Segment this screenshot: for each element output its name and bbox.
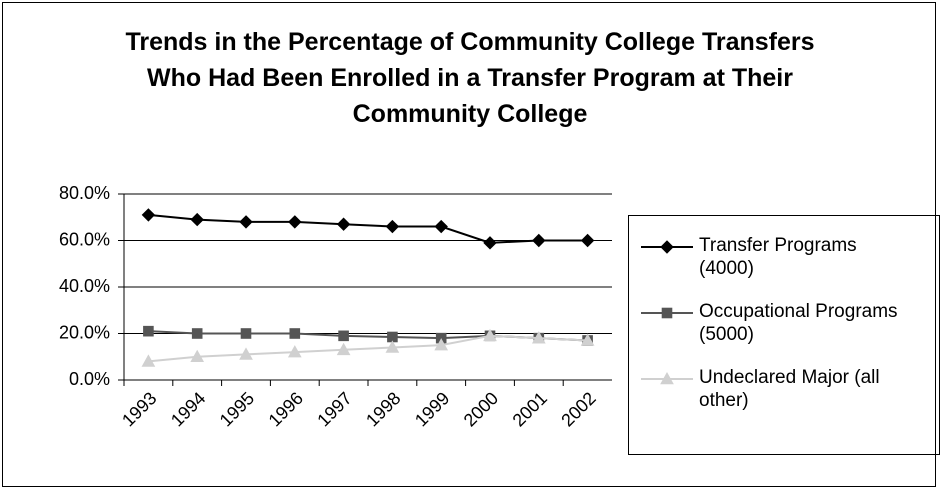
x-tick-label: 1995	[216, 388, 258, 430]
legend-swatch	[641, 307, 693, 319]
marker	[288, 215, 302, 229]
y-tick-label: 60.0%	[59, 229, 110, 249]
x-tick-label: 2002	[557, 388, 599, 430]
y-tick-label: 20.0%	[59, 322, 110, 342]
marker	[287, 345, 302, 358]
y-tick-label: 40.0%	[59, 276, 110, 296]
x-tick-label: 1998	[362, 388, 404, 430]
marker	[660, 371, 674, 385]
x-tick-label: 2000	[460, 388, 502, 430]
marker	[483, 328, 497, 342]
marker	[239, 215, 253, 229]
chart-title: Trends in the Percentage of Community Co…	[125, 28, 815, 128]
marker	[385, 219, 400, 234]
series-line	[148, 330, 588, 342]
legend-label: Occupational Programs (5000)	[699, 301, 898, 345]
marker	[141, 208, 156, 222]
marker	[190, 349, 205, 363]
marker	[191, 328, 203, 339]
marker	[336, 342, 351, 356]
marker	[531, 331, 546, 344]
x-tick-label: 1997	[313, 388, 355, 430]
x-tick-label: 1993	[118, 388, 160, 430]
marker	[580, 233, 595, 248]
marker	[289, 328, 301, 339]
marker	[532, 233, 546, 248]
marker	[483, 236, 497, 250]
y-tick-label: 80.0%	[59, 183, 110, 203]
legend-label: Undeclared Major (all other)	[699, 367, 880, 411]
legend-label: Transfer Programs (4000)	[699, 235, 857, 279]
marker	[190, 212, 204, 227]
marker	[338, 330, 349, 342]
x-tick-label: 1999	[411, 388, 453, 430]
marker	[143, 325, 154, 337]
marker	[434, 219, 448, 234]
legend-swatch	[641, 371, 693, 385]
legend: Transfer Programs (4000) Occupational Pro…	[628, 215, 940, 455]
marker	[661, 307, 673, 319]
x-tick-label: 2001	[509, 388, 551, 430]
marker	[660, 240, 674, 254]
marker	[387, 331, 398, 343]
y-tick-label: 0.0%	[69, 369, 110, 389]
series-line	[148, 213, 588, 244]
marker	[239, 347, 253, 360]
marker	[580, 333, 595, 346]
x-tick-label: 1996	[265, 388, 307, 430]
marker	[240, 328, 252, 339]
marker	[434, 338, 449, 351]
legend-swatch	[641, 240, 693, 254]
x-tick-label: 1994	[167, 388, 209, 430]
marker	[336, 217, 351, 231]
series-line	[148, 334, 588, 363]
marker	[141, 354, 156, 367]
marker	[385, 340, 400, 353]
